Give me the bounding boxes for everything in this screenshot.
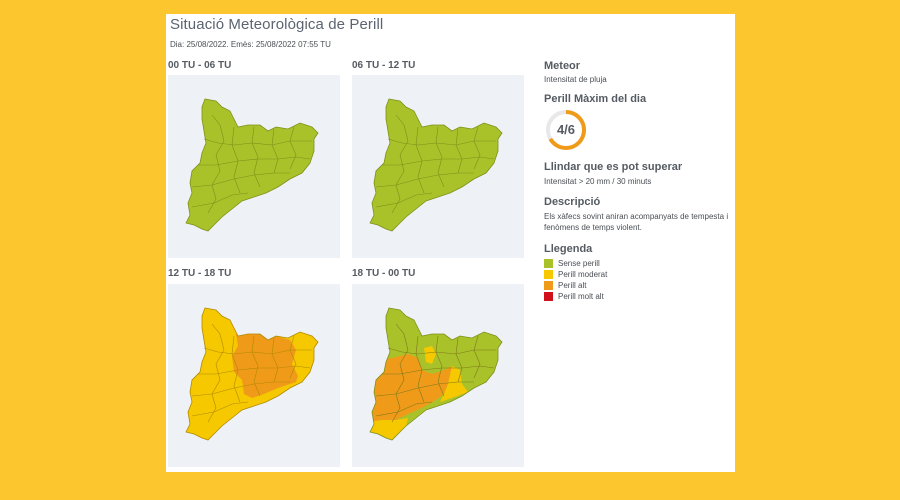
meteor-value: Intensitat de pluja [544,75,607,84]
green-swatch-icon [544,259,553,268]
catalonia-map [369,307,503,441]
danger-gauge: 4/6 [544,108,588,152]
map-label-12-18: 12 TU - 18 TU [168,268,232,279]
issue-date: Dia: 25/08/2022. Emès: 25/08/2022 07:55 … [170,40,331,49]
gauge-value: 4/6 [556,122,576,137]
map-label-00-06: 00 TU - 06 TU [168,60,232,71]
catalonia-map [369,98,503,232]
catalonia-map [185,98,319,232]
warning-card: Situació Meteorològica de Perill Dia: 25… [166,14,735,472]
max-danger-heading: Perill Màxim del dia [544,93,647,105]
page-title: Situació Meteorològica de Perill [170,16,384,33]
map-panel-06-12[interactable] [352,75,524,258]
legend-item-very-high: Perill molt alt [544,291,734,302]
gauge-ring-icon [546,110,586,150]
map-panel-12-18[interactable] [168,284,340,467]
red-swatch-icon [544,292,553,301]
orange-swatch-icon [544,281,553,290]
description-heading: Descripció [544,196,601,208]
threshold-value: Intensitat > 20 mm / 30 minuts [544,177,652,186]
map-panel-18-00[interactable] [352,284,524,467]
description-value: Els xàfecs sovint aniran acompanyats de … [544,212,729,232]
legend-heading: Llegenda [544,243,593,255]
map-panel-00-06[interactable] [168,75,340,258]
catalonia-map [185,307,319,441]
legend: Sense perill Perill moderat Perill alt P… [544,258,734,302]
legend-item-none: Sense perill [544,258,734,269]
threshold-heading: Llindar que es pot superar [544,161,683,173]
legend-item-high: Perill alt [544,280,734,291]
map-label-18-00: 18 TU - 00 TU [352,268,416,279]
info-sidebar: Meteor Intensitat de pluja Perill Màxim … [544,60,734,302]
meteor-heading: Meteor [544,60,581,72]
legend-item-moderate: Perill moderat [544,269,734,280]
map-label-06-12: 06 TU - 12 TU [352,60,416,71]
yellow-swatch-icon [544,270,553,279]
